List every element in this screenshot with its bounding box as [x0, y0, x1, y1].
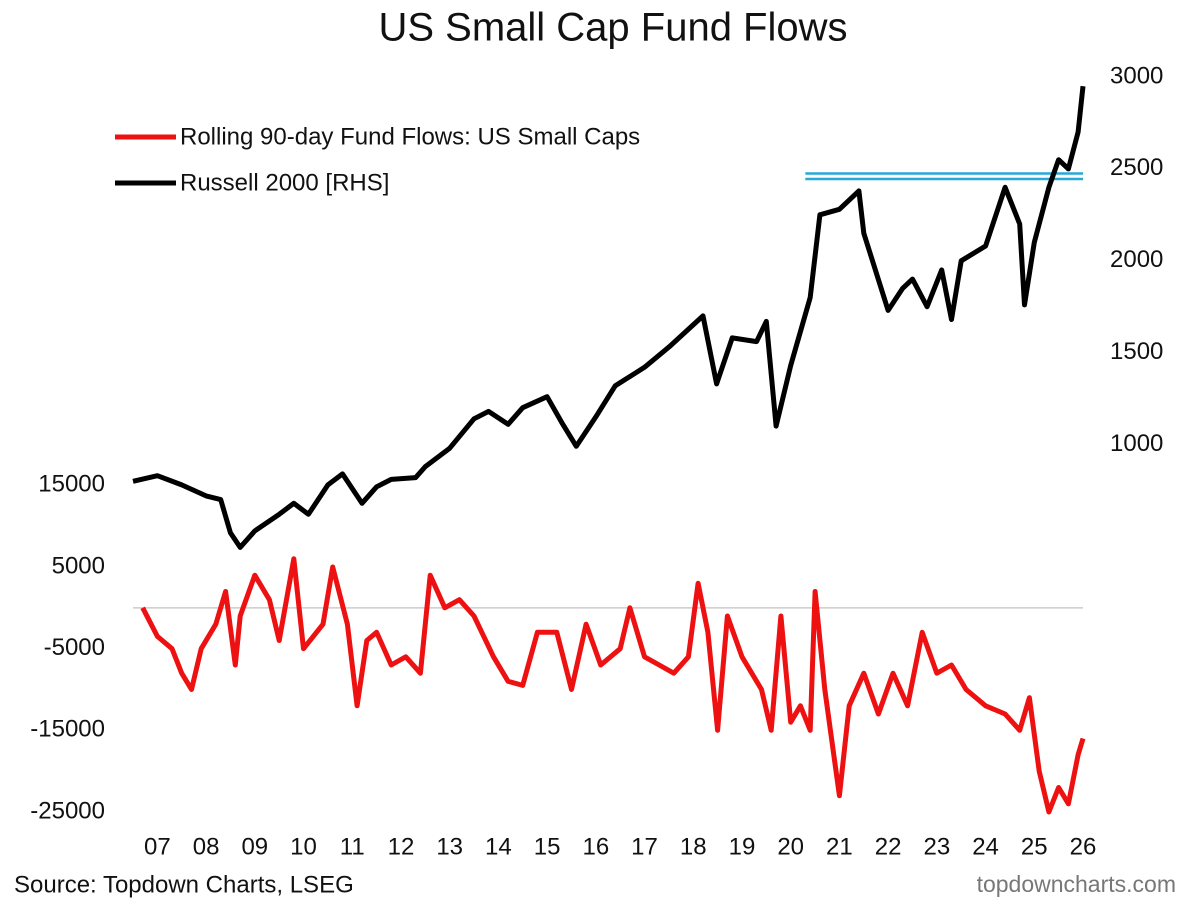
x-tick-label: 10	[290, 833, 317, 860]
x-tick-label: 08	[193, 833, 220, 860]
x-tick-label: 14	[485, 833, 512, 860]
x-tick-label: 25	[1021, 833, 1048, 860]
x-tick-label: 12	[388, 833, 415, 860]
x-tick-label: 13	[436, 833, 463, 860]
y2-tick-label: 1500	[1110, 338, 1163, 365]
x-tick-label: 26	[1070, 833, 1097, 860]
y2-tick-label: 2000	[1110, 246, 1163, 273]
x-tick-label: 07	[144, 833, 171, 860]
x-tick-label: 17	[631, 833, 658, 860]
y-tick-label: -25000	[30, 797, 105, 824]
y2-tick-label: 3000	[1110, 62, 1163, 89]
x-tick-label: 18	[680, 833, 707, 860]
x-tick-label: 22	[875, 833, 902, 860]
legend-label: Rolling 90-day Fund Flows: US Small Caps	[180, 123, 640, 150]
source-note: Source: Topdown Charts, LSEG	[14, 871, 354, 898]
watermark: topdowncharts.com	[977, 871, 1176, 897]
x-tick-label: 11	[340, 833, 365, 860]
y-tick-label: 5000	[52, 552, 105, 579]
x-tick-label: 16	[582, 833, 609, 860]
series-line	[132, 85, 1086, 550]
chart-title: US Small Cap Fund Flows	[378, 6, 847, 50]
x-tick-label: 15	[534, 833, 561, 860]
y2-tick-label: 1000	[1110, 430, 1163, 457]
x-tick-label: 23	[923, 833, 950, 860]
y-tick-label: 15000	[38, 471, 105, 498]
y2-tick-label: 2500	[1110, 154, 1163, 181]
x-tick-label: 24	[972, 833, 999, 860]
legend-label: Russell 2000 [RHS]	[180, 169, 389, 196]
x-tick-label: 21	[826, 833, 853, 860]
y-tick-label: -5000	[44, 634, 105, 661]
y-tick-label: -15000	[30, 716, 105, 743]
x-tick-label: 09	[241, 833, 268, 860]
series-line	[140, 556, 1086, 815]
x-tick-label: 19	[729, 833, 756, 860]
x-tick-label: 20	[777, 833, 804, 860]
